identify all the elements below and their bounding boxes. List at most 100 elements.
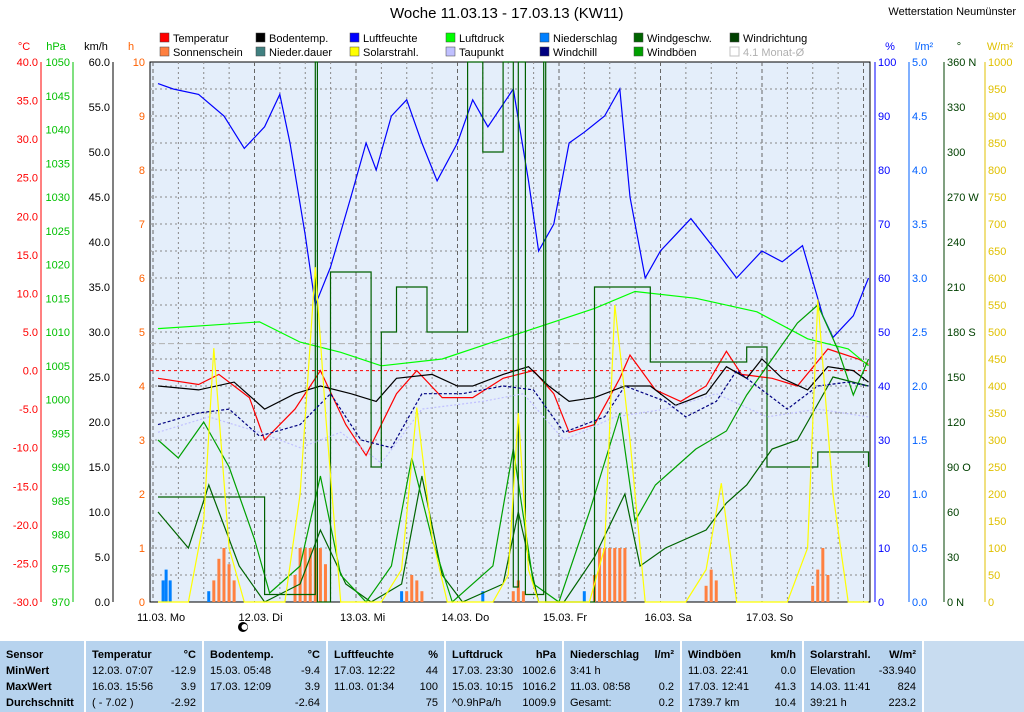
- sunshine-bar: [222, 548, 226, 602]
- legend-item: Bodentemp.: [255, 32, 328, 45]
- stats-cell-value: 3.9: [180, 681, 196, 693]
- axis-tick: 700: [988, 219, 1006, 231]
- stats-section-solarstrahl: Solarstrahl. W/m² Elevation -33.940 14.03. 1…: [804, 641, 924, 712]
- axis-unit: °C: [18, 41, 30, 53]
- axis-tick: 0.5: [912, 543, 927, 555]
- axis-tick: 5.0: [95, 552, 110, 564]
- series-windchill: [157, 369, 869, 449]
- stats-cell-info: 17.03. 23:30: [452, 665, 514, 677]
- sunshine-bar: [816, 569, 820, 602]
- series-solarstrahl: [158, 267, 869, 603]
- axis-tick: 180 S: [947, 327, 976, 339]
- legend-swatch: [729, 32, 740, 43]
- axis-tick: 0.0: [912, 597, 927, 609]
- stats-unit: l/m²: [654, 649, 674, 661]
- x-tick-label: 11.03. Mo: [137, 612, 185, 624]
- stats-max-label: MaxWert: [6, 681, 52, 693]
- axis-tick: 50: [878, 327, 890, 339]
- axis-tick: 5: [139, 327, 145, 339]
- legend-label: Windchill: [553, 47, 597, 59]
- legend-item: Luftfeuchte: [349, 32, 417, 45]
- sunshine-bar: [603, 548, 607, 602]
- rain-bar: [207, 591, 211, 602]
- x-tick-label: 16.03. Sa: [645, 612, 693, 624]
- axis-tick: 25.0: [17, 173, 38, 185]
- stats-sensor-name: Windböen: [688, 649, 742, 661]
- axis-tick: 90 O: [947, 462, 971, 474]
- chart-title: Woche 11.03.13 - 17.03.13 (KW11): [390, 5, 624, 22]
- axis-tick: 1010: [46, 327, 70, 339]
- axis-tick: 1015: [46, 293, 70, 305]
- sunshine-bar: [521, 591, 525, 602]
- stats-cell-info: 15.03. 05:48: [210, 665, 272, 677]
- sunshine-bar: [308, 548, 312, 602]
- axis-tick: 2: [139, 489, 145, 501]
- axis-tick: 3.0: [912, 273, 927, 285]
- axis-tick: 80: [878, 165, 890, 177]
- stats-header: Sensor: [6, 649, 44, 661]
- axis-tick: 4.0: [912, 165, 927, 177]
- sunshine-bar: [415, 580, 419, 602]
- sunshine-bar: [598, 548, 602, 602]
- stats-cell-value: 0.2: [658, 681, 674, 693]
- sunshine-bar: [511, 591, 515, 602]
- legend-label: Luftdruck: [459, 33, 505, 45]
- sunshine-bar: [232, 580, 236, 602]
- sunshine-bar: [420, 591, 424, 602]
- stats-section-luftdruck: Luftdruck hPa 17.03. 23:30 1002.6 15.03. 10:…: [446, 641, 564, 712]
- stats-sensor-name: Bodentemp.: [210, 649, 274, 661]
- stats-cell-value: 1016.2: [522, 681, 556, 693]
- axis-tick: 2.0: [912, 381, 927, 393]
- stats-sensor-name: Solarstrahl.: [810, 649, 871, 661]
- axis-tick: 975: [52, 563, 70, 575]
- axis-tick: 350: [988, 408, 1006, 420]
- axis-tick: 450: [988, 354, 1006, 366]
- legend-swatch: [539, 32, 550, 43]
- axis-tick: 250: [988, 462, 1006, 474]
- axis-tick: 850: [988, 138, 1006, 150]
- axis-tick: -30.0: [13, 597, 38, 609]
- sunshine-bar: [516, 580, 520, 602]
- legend-swatch: [349, 46, 360, 57]
- stats-section-bodentemp: Bodentemp. °C 15.03. 05:48 -9.4 17.03. 12:09…: [204, 641, 328, 712]
- x-tick-label: 15.03. Fr: [543, 612, 587, 624]
- stats-cell-value: 75: [425, 697, 438, 709]
- axis-tick: 1.5: [912, 435, 927, 447]
- stats-sensor-name: Temperatur: [92, 649, 152, 661]
- axis-tick: 1045: [46, 91, 70, 103]
- axis-tick: 650: [988, 246, 1006, 258]
- axis-tick: 30: [947, 552, 959, 564]
- sunshine-bar: [405, 591, 409, 602]
- stats-cell-info: 15.03. 10:15: [452, 681, 514, 693]
- stats-panel: Sensor MinWert MaxWert Durchschnitt Temp…: [0, 641, 1024, 712]
- series-windrichtung: [158, 61, 870, 603]
- legend-label: Nieder.dauer: [269, 47, 332, 59]
- axis-tick: 0 N: [947, 597, 964, 609]
- axis-tick: 2.5: [912, 327, 927, 339]
- stats-sensor-name: Luftdruck: [452, 649, 503, 661]
- axis-tick: 45.0: [89, 192, 110, 204]
- axis-tick: 30.0: [89, 327, 110, 339]
- axis-tick: 40: [878, 381, 890, 393]
- sunshine-bar: [410, 575, 414, 602]
- axis-tick: 600: [988, 273, 1006, 285]
- x-tick-label: 14.03. Do: [442, 612, 490, 624]
- stats-cell-info: Gesamt:: [570, 697, 612, 709]
- x-tick-label: 12.03. Di: [239, 612, 283, 624]
- axis-tick: 9: [139, 111, 145, 123]
- legend-swatch: [255, 32, 266, 43]
- legend-swatch: [539, 46, 550, 57]
- stats-cell-info: 39:21 h: [810, 697, 847, 709]
- axis-tick: 90: [878, 111, 890, 123]
- legend-item: Windchill: [539, 46, 597, 59]
- legend-item: Luftdruck: [445, 32, 505, 45]
- stats-cell-info: 3:41 h: [570, 665, 601, 677]
- axis-tick: 100: [988, 543, 1006, 555]
- legend-label: Sonnenschein: [173, 47, 243, 59]
- axis-tick: 1005: [46, 361, 70, 373]
- legend-item: Windrichtung: [729, 32, 807, 45]
- sunshine-bar: [811, 585, 815, 602]
- axis-tick: 360 N: [947, 57, 976, 69]
- series-taupunkt: [157, 393, 869, 464]
- series-bodentemp: [157, 358, 869, 410]
